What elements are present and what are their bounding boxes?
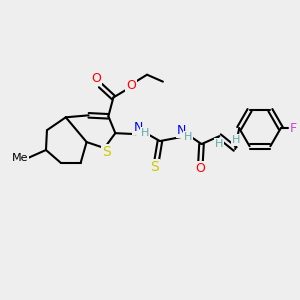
Text: H: H [232, 135, 240, 145]
Text: H: H [141, 128, 149, 138]
Text: S: S [102, 145, 111, 159]
Text: Me: Me [12, 153, 28, 163]
Text: F: F [290, 122, 297, 135]
Text: N: N [134, 121, 143, 134]
Text: S: S [151, 160, 159, 174]
Text: N: N [177, 124, 186, 137]
Text: H: H [215, 139, 224, 149]
Text: H: H [184, 132, 192, 142]
Text: O: O [126, 79, 136, 92]
Text: O: O [196, 162, 206, 175]
Text: O: O [92, 72, 101, 85]
